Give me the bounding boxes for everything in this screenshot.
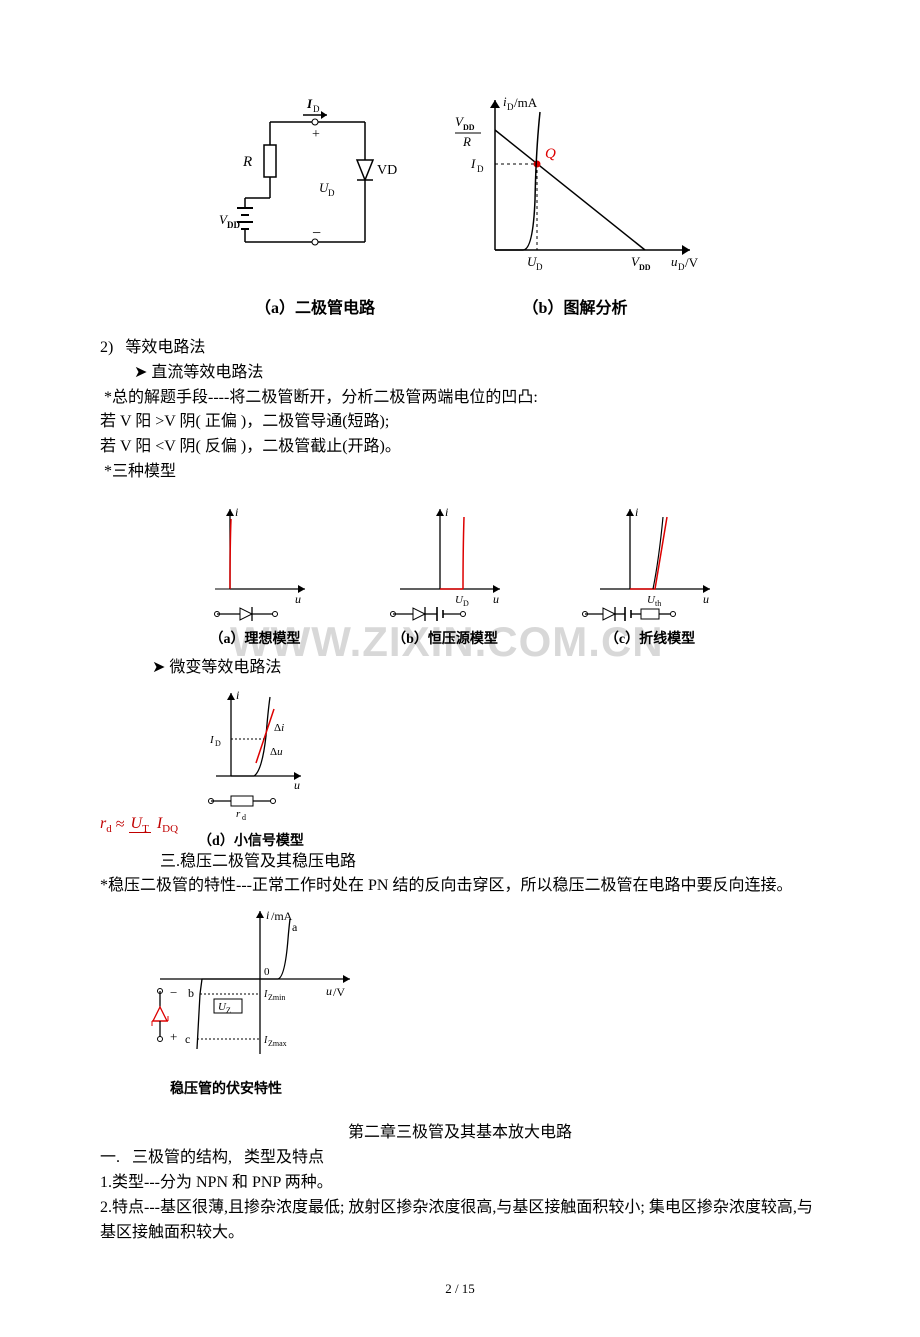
svg-text:i: i (635, 505, 638, 519)
small-signal-block: rd ≈ UT IDQ i u I D (100, 681, 820, 850)
svg-text:r: r (645, 622, 650, 624)
page-number: 2 / 15 (100, 1281, 820, 1297)
svg-text:I: I (306, 96, 313, 111)
model-b-caption: （b）恒压源模型 (392, 628, 498, 648)
svg-text:Q: Q (545, 146, 556, 162)
graph-svg: i D /mA u D /V V DD R I D Q (445, 90, 705, 285)
svg-text:i: i (445, 505, 448, 519)
svg-text:−: − (312, 225, 321, 242)
model-ideal: i u （a）理想模型 (195, 499, 315, 648)
svg-text:/V: /V (685, 255, 699, 270)
models-row: i u （a）理想模型 i u (100, 499, 820, 648)
line-general: *总的解题手段----将二极管断开，分析二极管两端电位的凹凸: (100, 386, 820, 411)
svg-text:r: r (236, 808, 241, 820)
svg-text:D: D (507, 102, 514, 112)
svg-text:DD: DD (639, 263, 651, 272)
ch2-l2: 1.类型---分为 NPN 和 PNP 两种。 (100, 1171, 820, 1196)
line-dc-eq: 直流等效电路法 (100, 361, 820, 386)
svg-text:/mA: /mA (514, 95, 538, 110)
svg-text:i: i (236, 688, 239, 702)
svg-text:th: th (655, 599, 661, 608)
rd-formula: rd ≈ UT IDQ (100, 815, 180, 836)
svg-text:Zmin: Zmin (268, 993, 285, 1002)
svg-text:VD: VD (377, 163, 397, 178)
svg-text:Z: Z (226, 1006, 231, 1015)
svg-text:DD: DD (463, 123, 475, 132)
svg-text:Δu: Δu (270, 746, 283, 758)
svg-text:i: i (266, 908, 269, 922)
svg-text:D: D (328, 188, 335, 198)
svg-text:D: D (463, 599, 469, 608)
line-forward: 若 V 阳 >V 阴( 正偏 )，二极管导通(短路); (100, 410, 820, 435)
svg-text:0: 0 (264, 966, 270, 978)
line-three-models: *三种模型 (100, 460, 820, 485)
line-small-signal: 微变等效电路法 (100, 656, 820, 681)
svg-text:u: u (493, 592, 499, 606)
model-cv: i u U D U D （b）恒压源模型 (375, 499, 515, 648)
svg-text:U: U (431, 622, 440, 624)
svg-text:U: U (617, 622, 626, 624)
svg-text:D: D (215, 739, 221, 748)
circuit-svg: I D R V DD (215, 90, 415, 285)
svg-text:u: u (326, 984, 332, 998)
line-2: 2) 等效电路法 (100, 336, 820, 361)
svg-text:/V: /V (333, 985, 345, 999)
ch2-title: 第二章三极管及其基本放大电路 (100, 1118, 820, 1142)
svg-text:D: D (313, 104, 320, 114)
svg-text:D: D (678, 262, 685, 272)
svg-text:R: R (462, 134, 471, 149)
svg-text:b: b (188, 986, 194, 1000)
svg-text:d: d (242, 813, 246, 821)
svg-text:D: D (477, 164, 484, 174)
svg-text:u: u (671, 254, 678, 269)
svg-text:I: I (470, 156, 476, 171)
svg-text:DD: DD (227, 220, 240, 230)
fig-graph: i D /mA u D /V V DD R I D Q (445, 90, 705, 318)
fig-circuit-caption: （a）二极管电路 (215, 294, 415, 318)
svg-text:Δi: Δi (274, 722, 284, 734)
model-a-caption: （a）理想模型 (210, 628, 301, 648)
top-figures: I D R V DD (100, 90, 820, 318)
zener-title: 三.稳压二极管及其稳压电路 (100, 850, 820, 875)
svg-text:D: D (536, 262, 543, 272)
svg-text:u: u (703, 592, 709, 606)
model-pw: i u U th U th (575, 499, 725, 648)
svg-text:a: a (292, 920, 298, 934)
zener-fig: i /mA u /V 0 a b c U Z I Zmin I Zmax (140, 899, 820, 1098)
svg-text:i: i (235, 505, 238, 519)
ch2-l1: 一. 三极管的结构, 类型及特点 (100, 1146, 820, 1171)
fig-graph-caption: （b）图解分析 (445, 294, 705, 318)
model-d-caption: （d）小信号模型 (198, 830, 316, 850)
zener-caption: 稳压管的伏安特性 (170, 1078, 820, 1098)
fig-circuit: I D R V DD (215, 90, 415, 318)
svg-text:+: + (170, 1029, 177, 1044)
svg-text:R: R (242, 154, 252, 170)
svg-text:u: u (295, 592, 301, 606)
ch2-l3: 2.特点---基区很薄,且掺杂浓度最低; 放射区掺杂浓度很高,与基区接触面积较小… (100, 1196, 820, 1246)
svg-text:−: − (170, 985, 177, 1000)
line-reverse: 若 V 阳 <V 阴( 反偏 )，二极管截止(开路)。 (100, 435, 820, 460)
svg-text:+: + (312, 127, 320, 142)
model-c-caption: （c）折线模型 (605, 628, 695, 648)
svg-text:c: c (185, 1032, 190, 1046)
small-signal-fig: i u I D Δi Δu r d (186, 681, 316, 850)
zener-p1: *稳压二极管的特性---正常工作时处在 PN 结的反向击穿区，所以稳压二极管在电… (100, 874, 820, 899)
svg-text:u: u (294, 778, 300, 792)
svg-text:Zmax: Zmax (268, 1039, 287, 1048)
